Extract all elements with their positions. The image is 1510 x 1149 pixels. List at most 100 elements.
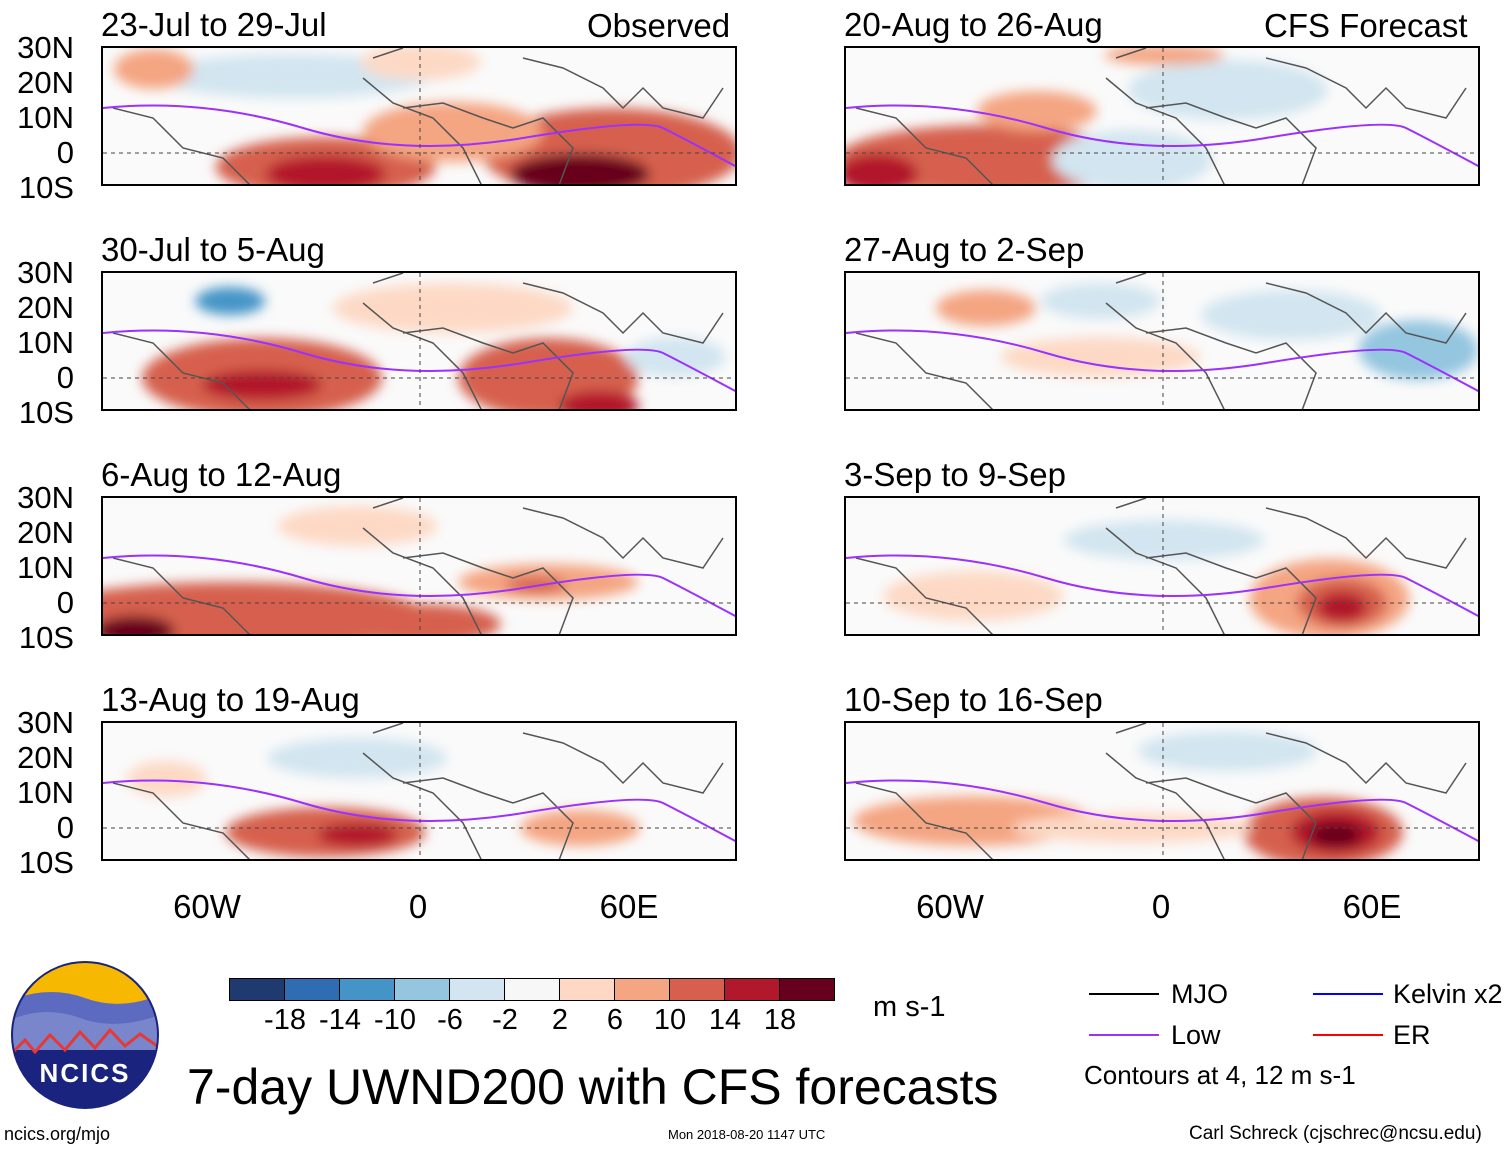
map-panel-left-2 — [101, 271, 737, 411]
coastline — [855, 48, 1467, 184]
coastline — [855, 273, 1467, 409]
lon-label: 60W — [173, 888, 241, 925]
contour-low — [846, 779, 1478, 842]
colorbar-tick-label: 18 — [763, 1004, 797, 1036]
contour-low — [103, 329, 735, 392]
map-panel-left-1 — [101, 46, 737, 186]
contour-low — [846, 104, 1478, 167]
lat-label: 10S — [18, 620, 74, 655]
contour-low — [103, 779, 735, 842]
colorbar-swatch — [505, 979, 560, 1000]
colorbar-swatch — [560, 979, 615, 1000]
anomaly-region — [1064, 520, 1264, 560]
lat-label: 0 — [56, 810, 74, 845]
anomaly-region — [361, 48, 481, 80]
legend-line-low — [1089, 1034, 1159, 1036]
anomaly-region — [1000, 337, 1201, 377]
anomaly-region — [362, 102, 543, 162]
forecast-header: CFS Forecast — [1264, 7, 1468, 44]
lat-label: 10N — [17, 100, 74, 135]
map-panel-right-3 — [844, 496, 1480, 636]
colorbar-swatch — [230, 979, 285, 1000]
observed-header: Observed — [587, 7, 731, 44]
legend-line-mjo — [1089, 993, 1159, 995]
anomaly-region — [846, 154, 918, 184]
anomaly-region — [332, 283, 573, 333]
colorbar-swatch — [285, 979, 340, 1000]
panel-title-left-1: 23-Jul to 29-Jul — [101, 6, 327, 43]
anomaly-region — [267, 738, 448, 778]
anomaly-region — [1358, 320, 1478, 380]
footer-timestamp: Mon 2018-08-20 1147 UTC — [668, 1127, 826, 1142]
anomaly-region — [341, 604, 501, 634]
map-panel-left-3 — [101, 496, 737, 636]
panel-title-right-3: 3-Sep to 9-Sep — [844, 456, 1066, 493]
contour-low — [103, 554, 735, 617]
lat-label: 10S — [18, 170, 74, 205]
colorbar-tick-label: -18 — [264, 1004, 306, 1036]
colorbar-swatch — [340, 979, 395, 1000]
anomaly-region — [520, 810, 640, 846]
anomaly-region — [510, 154, 650, 184]
anomaly-region — [976, 91, 1097, 131]
contour-low — [103, 104, 735, 167]
figure-title: 7-day UWND200 with CFS forecasts — [187, 1059, 999, 1115]
anomaly-region — [113, 49, 194, 89]
colorbar-tick-label: 14 — [708, 1004, 742, 1036]
colorbar-swatch — [725, 979, 780, 1000]
colorbar-tick-label: -10 — [374, 1004, 416, 1036]
legend-line-kelvin — [1313, 993, 1383, 995]
anomaly-region — [1317, 592, 1368, 623]
anomaly-region — [1137, 731, 1318, 771]
legend-label-kelvin: Kelvin x2 — [1393, 979, 1503, 1009]
colorbar-tick-label: -2 — [492, 1004, 518, 1036]
anomaly-region — [265, 156, 386, 184]
anomaly-region — [1310, 823, 1361, 847]
lon-label: 0 — [408, 888, 428, 925]
coastline — [855, 723, 1467, 859]
map-panel-right-1 — [844, 46, 1480, 186]
lat-label: 10S — [18, 395, 74, 430]
legend-label-mjo: MJO — [1171, 979, 1228, 1009]
colorbar-tick-label: 10 — [653, 1004, 687, 1036]
anomaly-region — [625, 337, 726, 377]
lat-label: 0 — [56, 585, 74, 620]
anomaly-region — [277, 506, 438, 546]
legend-line-er — [1313, 1034, 1383, 1036]
anomaly-region — [202, 370, 322, 400]
colorbar-swatch — [395, 979, 450, 1000]
anomaly-region — [559, 391, 640, 409]
lat-label: 20N — [17, 290, 74, 325]
anomaly-region — [195, 287, 266, 315]
lat-label: 20N — [17, 740, 74, 775]
colorbar-swatch — [615, 979, 670, 1000]
ncics-logo: NCICS — [10, 960, 160, 1110]
lon-label: 60E — [1342, 888, 1402, 925]
contour-low — [846, 554, 1478, 617]
lat-label: 30N — [17, 30, 74, 65]
footer-url[interactable]: ncics.org/mjo — [4, 1124, 111, 1144]
anomaly-region — [883, 571, 1064, 621]
lat-label: 0 — [56, 360, 74, 395]
contour-low — [846, 329, 1478, 392]
lat-label: 10N — [17, 325, 74, 360]
lat-label: 30N — [17, 705, 74, 740]
colorbar-tick-label: -14 — [319, 1004, 361, 1036]
footer-credit: Carl Schreck (cjschrec@ncsu.edu) — [1189, 1123, 1482, 1144]
panel-title-right-4: 10-Sep to 16-Sep — [844, 681, 1103, 718]
panel-title-right-1: 20-Aug to 26-Aug — [844, 6, 1103, 43]
panel-title-left-2: 30-Jul to 5-Aug — [101, 231, 325, 268]
anomaly-region — [1127, 60, 1328, 120]
lat-label: 30N — [17, 255, 74, 290]
coastline — [112, 273, 724, 409]
anomaly-region — [126, 761, 207, 797]
map-panel-left-4 — [101, 721, 737, 861]
colorbar-units: m s-1 — [873, 991, 946, 1023]
panel-title-left-3: 6-Aug to 12-Aug — [101, 456, 342, 493]
colorbar-swatch — [780, 979, 834, 1000]
anomaly-region — [317, 823, 398, 847]
map-panel-right-4 — [844, 721, 1480, 861]
anomaly-region — [103, 616, 175, 634]
colorbar — [229, 978, 835, 1001]
